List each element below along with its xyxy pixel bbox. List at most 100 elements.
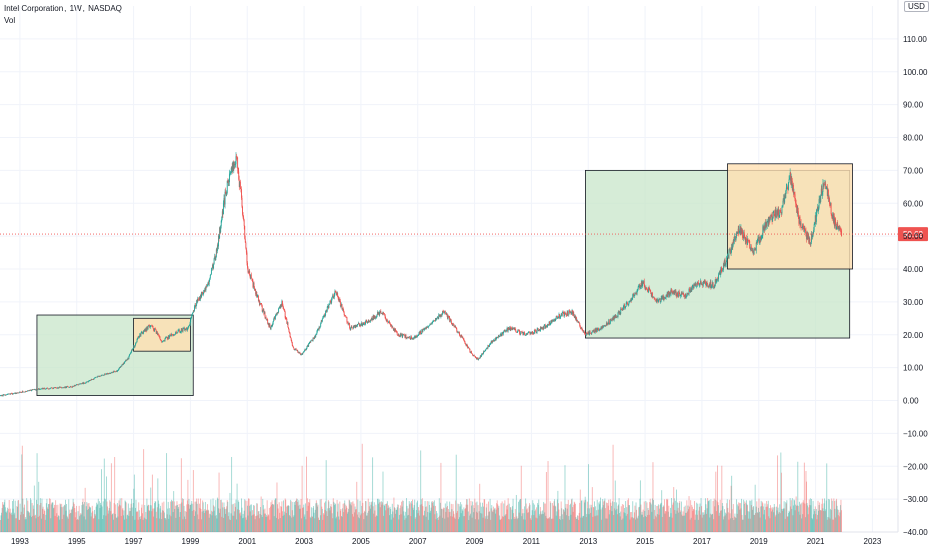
volume-bar (727, 507, 729, 532)
candle-body (120, 366, 122, 368)
volume-bar (834, 508, 836, 532)
orange-box-1990s[interactable] (133, 317, 191, 352)
volume-bar (262, 498, 264, 532)
candle-body (82, 382, 84, 384)
candle-body (328, 304, 330, 305)
candle-body (265, 317, 266, 318)
volume-bar (243, 517, 245, 532)
volume-bar (416, 502, 418, 532)
symbol-name[interactable]: Intel Corporation (4, 4, 64, 13)
volume-bar (30, 498, 31, 532)
volume-bar (509, 519, 511, 532)
volume-bar (184, 516, 186, 532)
candle-body (109, 373, 111, 374)
volume-bar (163, 501, 165, 532)
candle-body (341, 304, 343, 310)
volume-bar (76, 519, 78, 532)
volume-bar (277, 504, 278, 532)
volume-indicator-label[interactable]: Vol (4, 16, 16, 25)
interval-label[interactable]: 1W (69, 4, 82, 13)
volume-bar (724, 515, 726, 532)
volume-bar (90, 516, 92, 532)
candle-body (800, 222, 801, 225)
currency-badge[interactable]: USD (904, 1, 929, 12)
candle-body (402, 334, 404, 336)
candle-body (186, 328, 188, 331)
candle-body (252, 280, 254, 288)
volume-bar (186, 504, 188, 532)
candle-body (829, 203, 831, 206)
candle-body (595, 328, 597, 332)
volume-bar (742, 519, 744, 532)
candle-body (202, 293, 204, 295)
candle-body (794, 191, 795, 195)
candle-body (583, 331, 585, 333)
candle-body (554, 319, 556, 321)
volume-bar (291, 510, 293, 532)
volume-bar (522, 508, 524, 532)
volume-bar (21, 445, 23, 532)
volume-bar (188, 498, 190, 532)
candle-body (633, 295, 635, 296)
volume-bar (325, 501, 327, 532)
volume-bar (21, 454, 23, 532)
volume-bar (272, 504, 274, 532)
candle-body (131, 349, 133, 351)
volume-bar (521, 513, 523, 532)
candle-body (575, 317, 577, 319)
volume-bar (284, 511, 286, 532)
volume-bar (380, 501, 382, 532)
candle-body (726, 255, 728, 257)
volume-bar (443, 507, 445, 532)
volume-bar (54, 515, 56, 532)
candle-body (537, 328, 539, 329)
volume-bar (634, 505, 636, 532)
candle-body (791, 177, 793, 182)
x-tick-label: 2001 (238, 537, 256, 546)
candle-body (788, 182, 789, 190)
x-tick-label: 2007 (409, 537, 427, 546)
candle-body (277, 312, 278, 313)
candle-body (6, 394, 7, 396)
candle-body (821, 192, 823, 195)
volume-bar (547, 461, 549, 532)
volume-bar (263, 513, 265, 532)
candle-body (663, 297, 665, 299)
candle-body (175, 332, 177, 334)
volume-bar (85, 519, 87, 532)
volume-bar (75, 505, 77, 532)
candle-body (734, 236, 736, 238)
volume-bar (471, 505, 472, 532)
volume-bar (710, 499, 712, 532)
volume-bar (59, 519, 60, 532)
candle-body (214, 256, 216, 261)
volume-bar (165, 518, 166, 532)
volume-bar (629, 505, 630, 532)
volume-bar (295, 501, 297, 532)
candle-body (178, 329, 180, 331)
volume-bar (747, 505, 748, 532)
volume-bar (437, 519, 439, 532)
candle-body (611, 318, 613, 321)
candle-body (638, 285, 640, 287)
candle-body (85, 382, 87, 384)
volume-bar (671, 517, 673, 532)
volume-bar (823, 510, 824, 532)
candle-body (641, 281, 643, 287)
candle-body (500, 333, 501, 336)
candle-body (116, 370, 118, 372)
volume-bar (717, 465, 718, 532)
volume-bar (804, 517, 806, 532)
candle-body (473, 355, 475, 356)
volume-bar (651, 511, 653, 532)
candle-body (647, 289, 648, 292)
candle-body (284, 311, 286, 318)
volume-bar (792, 505, 794, 532)
candle-body (655, 299, 657, 301)
volume-bar (68, 513, 70, 532)
candle-body (234, 164, 236, 166)
candle-body (715, 279, 717, 283)
candle-body (555, 318, 557, 321)
volume-bar (151, 511, 153, 532)
